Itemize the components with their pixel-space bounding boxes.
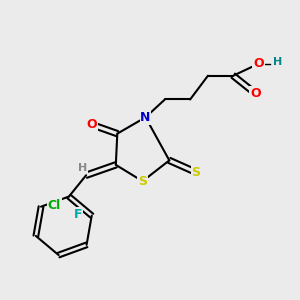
Text: N: N xyxy=(140,111,151,124)
Text: Cl: Cl xyxy=(48,199,61,212)
Text: O: O xyxy=(87,118,98,131)
Text: O: O xyxy=(253,57,264,70)
Text: H: H xyxy=(79,163,88,173)
Text: S: S xyxy=(192,166,201,179)
Text: F: F xyxy=(74,208,82,220)
Text: S: S xyxy=(138,175,147,188)
Text: O: O xyxy=(250,87,261,100)
Text: H: H xyxy=(273,57,283,67)
